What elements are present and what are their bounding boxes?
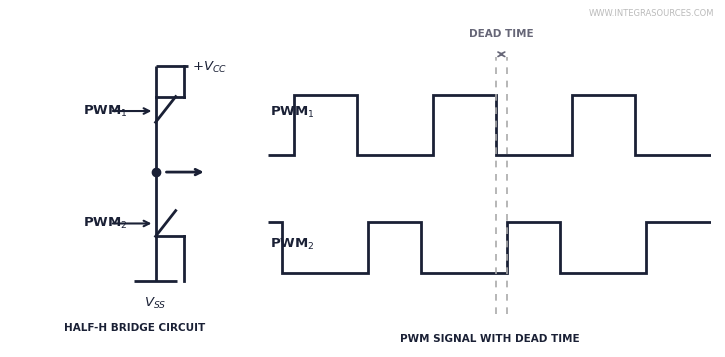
Text: PWM$_2$: PWM$_2$ [270,237,315,252]
Text: PWM$_1$: PWM$_1$ [270,105,315,120]
Text: $+V_{CC}$: $+V_{CC}$ [192,60,227,75]
Text: PWM$_1$: PWM$_1$ [83,104,128,119]
Text: $V_{SS}$: $V_{SS}$ [144,296,167,311]
Text: HALF-H BRIDGE CIRCUIT: HALF-H BRIDGE CIRCUIT [64,323,204,333]
Text: PWM$_2$: PWM$_2$ [83,216,128,231]
Text: WWW.INTEGRASOURCES.COM: WWW.INTEGRASOURCES.COM [589,9,714,18]
Text: PWM SIGNAL WITH DEAD TIME: PWM SIGNAL WITH DEAD TIME [399,334,579,344]
Text: DEAD TIME: DEAD TIME [469,29,534,39]
